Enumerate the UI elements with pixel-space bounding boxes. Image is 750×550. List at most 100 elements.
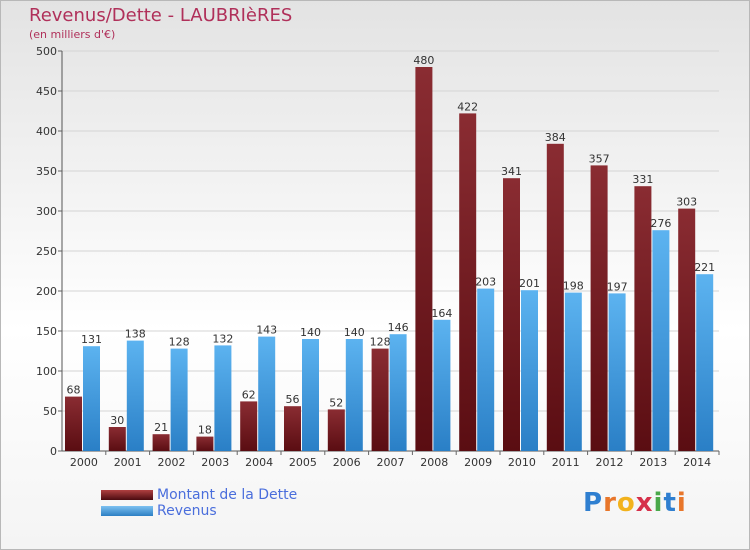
data-label-dette: 422 (457, 100, 478, 113)
data-label-revenus: 138 (125, 328, 146, 341)
y-tick-label: 0 (50, 445, 57, 458)
data-label-dette: 331 (632, 173, 653, 186)
y-tick-label: 500 (36, 45, 57, 58)
data-label-revenus: 198 (563, 280, 584, 293)
data-label-revenus: 131 (81, 333, 102, 346)
data-label-dette: 21 (154, 421, 168, 434)
bar-dette (503, 178, 520, 451)
x-tick-label: 2012 (596, 456, 624, 469)
bar-dette (459, 113, 477, 452)
bar-revenus (696, 274, 714, 451)
logo-letter: i (676, 488, 687, 518)
x-tick-label: 2005 (289, 456, 317, 469)
data-label-dette: 480 (413, 54, 434, 67)
logo-letter: o (616, 488, 636, 518)
bar-revenus (258, 336, 276, 451)
bar-dette (65, 396, 82, 451)
proxiti-logo: Proxiti (583, 488, 687, 518)
y-tick-label: 300 (36, 205, 57, 218)
chart-subtitle: (en milliers d'€) (29, 28, 116, 41)
data-label-revenus: 201 (519, 277, 540, 290)
data-label-dette: 30 (110, 414, 124, 427)
bar-revenus (345, 339, 363, 451)
data-label-revenus: 203 (475, 276, 496, 289)
bar-revenus (608, 293, 626, 451)
x-tick-label: 2004 (245, 456, 273, 469)
bar-revenus (214, 345, 232, 451)
bar-revenus (302, 339, 319, 451)
legend-item-dette: Montant de la Dette (101, 487, 297, 503)
legend-swatch-dette (101, 490, 153, 500)
bar-dette (327, 409, 345, 451)
x-tick-label: 2001 (114, 456, 142, 469)
data-label-dette: 357 (589, 152, 610, 165)
data-label-revenus: 128 (169, 336, 190, 349)
data-label-revenus: 276 (650, 217, 671, 230)
bar-dette (371, 348, 389, 451)
x-tick-label: 2009 (464, 456, 492, 469)
x-tick-label: 2006 (333, 456, 361, 469)
legend-label-dette: Montant de la Dette (157, 487, 298, 503)
data-label-dette: 68 (67, 384, 81, 397)
data-label-revenus: 140 (344, 326, 365, 339)
y-tick-label: 350 (36, 165, 57, 178)
data-label-revenus: 221 (694, 261, 715, 274)
y-tick-label: 100 (36, 365, 57, 378)
data-label-dette: 341 (501, 165, 522, 178)
legend: Montant de la Dette Revenus (101, 487, 297, 519)
bar-dette (108, 427, 126, 451)
x-tick-label: 2010 (508, 456, 536, 469)
data-label-revenus: 146 (388, 321, 409, 334)
data-label-dette: 128 (370, 336, 391, 349)
bar-dette (634, 186, 652, 451)
data-label-dette: 384 (545, 131, 566, 144)
legend-swatch-revenus (101, 506, 153, 516)
bar-revenus (126, 340, 144, 451)
x-tick-label: 2011 (552, 456, 580, 469)
bar-dette (284, 406, 301, 451)
x-tick-label: 2014 (683, 456, 711, 469)
bar-dette (152, 434, 170, 451)
legend-item-revenus: Revenus (101, 503, 297, 519)
logo-letter: t (663, 488, 677, 518)
x-tick-label: 2013 (639, 456, 667, 469)
x-tick-label: 2000 (70, 456, 98, 469)
data-label-dette: 52 (329, 396, 343, 409)
data-label-revenus: 132 (212, 332, 233, 345)
data-label-revenus: 197 (607, 280, 628, 293)
x-tick-label: 2002 (158, 456, 186, 469)
y-tick-label: 150 (36, 325, 57, 338)
y-tick-label: 200 (36, 285, 57, 298)
logo-letter: x (635, 488, 654, 518)
bar-dette (678, 208, 696, 451)
data-label-revenus: 143 (256, 324, 277, 337)
bar-revenus (83, 346, 100, 451)
data-label-revenus: 140 (300, 326, 321, 339)
bar-dette (590, 165, 608, 451)
bar-dette (196, 436, 214, 451)
data-label-dette: 62 (242, 388, 256, 401)
x-tick-label: 2003 (201, 456, 229, 469)
data-label-revenus: 164 (431, 307, 452, 320)
logo-letter: r (603, 488, 617, 518)
logo-letter: P (583, 488, 604, 518)
bar-dette (546, 143, 564, 452)
x-tick-label: 2008 (420, 456, 448, 469)
bar-revenus (521, 290, 538, 451)
y-tick-label: 50 (43, 405, 57, 418)
data-label-dette: 56 (286, 393, 300, 406)
logo-letter: i (653, 488, 664, 518)
x-tick-label: 2007 (377, 456, 405, 469)
y-tick-label: 250 (36, 245, 57, 258)
bar-dette (240, 401, 258, 451)
data-label-dette: 18 (198, 424, 212, 437)
bar-revenus (433, 319, 451, 451)
bar-revenus (652, 230, 670, 451)
bar-revenus (170, 348, 188, 451)
bar-revenus (389, 334, 407, 451)
chart-title: Revenus/Dette - LAUBRIèRES (29, 5, 293, 26)
y-tick-label: 450 (36, 85, 57, 98)
legend-label-revenus: Revenus (157, 503, 217, 519)
